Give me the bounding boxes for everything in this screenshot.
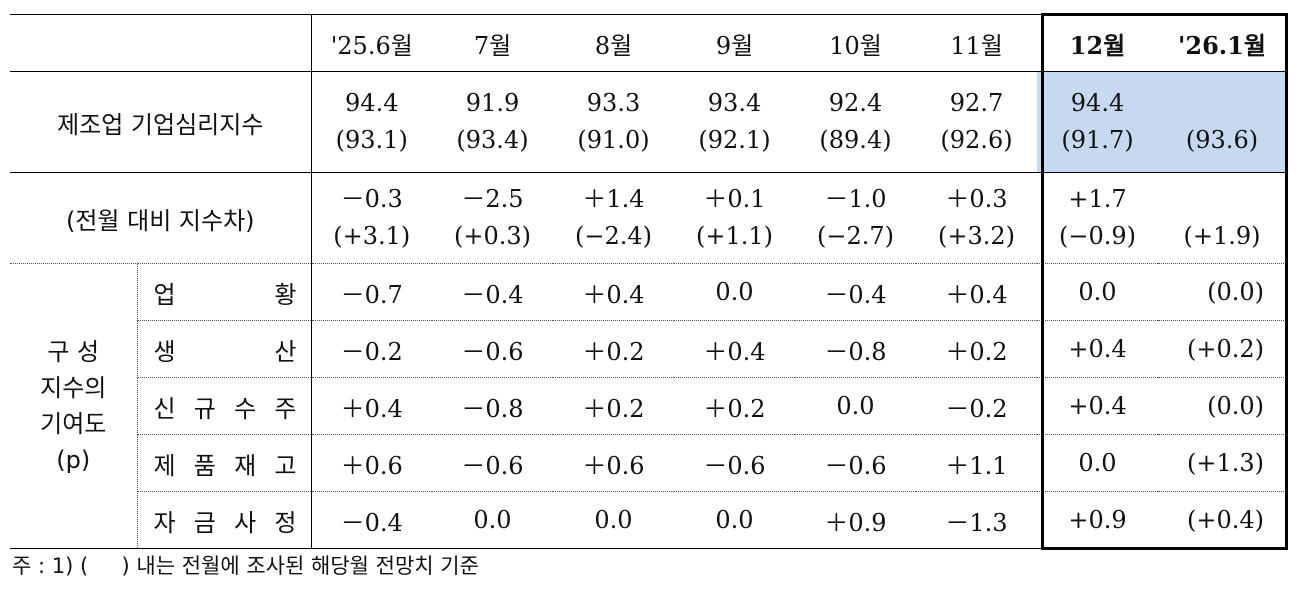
diff-cell: －1.0 (−2.7) bbox=[795, 172, 916, 264]
component-cell: －0.6 bbox=[674, 434, 795, 492]
component-cell: －0.4 bbox=[432, 263, 553, 321]
component-cell: 0.0 bbox=[1037, 434, 1158, 492]
header-oct: 10월 bbox=[795, 14, 916, 72]
bsi-table: '25.6월 7월 8월 9월 10월 11월 12월 '26.1월 제조업 기… bbox=[10, 14, 1286, 549]
diff-label: (전월 대비 지수차) bbox=[10, 172, 312, 264]
component-cell: ＋0.2 bbox=[916, 320, 1037, 378]
component-cell: －0.8 bbox=[795, 320, 916, 378]
component-cell: 0.0 bbox=[1037, 263, 1158, 321]
component-cell: ＋0.2 bbox=[553, 377, 674, 435]
diff-cell: －2.5 (+0.3) bbox=[432, 172, 553, 264]
component-cell: 0.0 bbox=[553, 491, 674, 549]
bsi-cell: 92.4 (89.4) bbox=[795, 71, 916, 173]
component-cell: ＋0.9 bbox=[795, 491, 916, 549]
bsi-cell: 94.4 (93.1) bbox=[311, 71, 432, 173]
diff-cell: +1.7 (−0.9) bbox=[1037, 172, 1158, 264]
header-nov: 11월 bbox=[916, 14, 1037, 72]
bsi-cell: 92.7 (92.6) bbox=[916, 71, 1037, 173]
component-cell: －1.3 bbox=[916, 491, 1037, 549]
diff-cell: －0.3 (+3.1) bbox=[311, 172, 432, 264]
component-cell: 0.0 bbox=[432, 491, 553, 549]
component-cell: ＋1.1 bbox=[916, 434, 1037, 492]
component-cell: ＋0.6 bbox=[311, 434, 432, 492]
header-sep: 9월 bbox=[674, 14, 795, 72]
diff-row: (전월 대비 지수차) －0.3 (+3.1) －2.5 (+0.3) ＋1.4 (−… bbox=[10, 172, 1286, 264]
header-jan26: '26.1월 bbox=[1158, 14, 1286, 72]
component-cell: ＋0.4 bbox=[674, 320, 795, 378]
header-dec: 12월 bbox=[1037, 14, 1158, 72]
component-cell: ＋0.4 bbox=[916, 263, 1037, 321]
diff-cell: ＋0.1 (+1.1) bbox=[674, 172, 795, 264]
component-cell: ＋0.2 bbox=[674, 377, 795, 435]
bsi-cell: 93.3 (91.0) bbox=[553, 71, 674, 173]
component-cell: －0.4 bbox=[795, 263, 916, 321]
component-cell: －0.2 bbox=[916, 377, 1037, 435]
header-aug: 8월 bbox=[553, 14, 674, 72]
bsi-cell: 93.4 (92.1) bbox=[674, 71, 795, 173]
bsi-index-row: 제조업 기업심리지수 94.4 (93.1) 91.9 (93.4) 93.3 (91… bbox=[10, 71, 1286, 173]
component-cell: ＋0.4 bbox=[311, 377, 432, 435]
header-jun25: '25.6월 bbox=[311, 14, 432, 72]
bsi-cell-highlight: (93.6) bbox=[1158, 71, 1286, 173]
bsi-cell-highlight: 94.4 (91.7) bbox=[1037, 71, 1158, 173]
component-cell: －0.6 bbox=[432, 320, 553, 378]
component-cell: －0.2 bbox=[311, 320, 432, 378]
component-cell: (0.0) bbox=[1158, 263, 1286, 321]
component-cell: ＋0.4 bbox=[553, 263, 674, 321]
component-cell: －0.8 bbox=[432, 377, 553, 435]
component-cell: 0.0 bbox=[674, 491, 795, 549]
component-cell: (+0.2) bbox=[1158, 320, 1286, 378]
diff-cell: ＋0.3 (+3.2) bbox=[916, 172, 1037, 264]
component-cell: －0.6 bbox=[795, 434, 916, 492]
corner-cell bbox=[10, 14, 312, 72]
diff-cell: (+1.9) bbox=[1158, 172, 1286, 264]
bsi-index-label: 제조업 기업심리지수 bbox=[10, 71, 312, 173]
component-cell: 0.0 bbox=[674, 263, 795, 321]
bsi-cell: 91.9 (93.4) bbox=[432, 71, 553, 173]
component-cell: －0.4 bbox=[311, 491, 432, 549]
component-cell: +0.4 bbox=[1037, 377, 1158, 435]
component-cell: －0.6 bbox=[432, 434, 553, 492]
component-cell: 0.0 bbox=[795, 377, 916, 435]
component-cell: (0.0) bbox=[1158, 377, 1286, 435]
diff-cell: ＋1.4 (−2.4) bbox=[553, 172, 674, 264]
component-cell: (+1.3) bbox=[1158, 434, 1286, 492]
component-cell: ＋0.2 bbox=[553, 320, 674, 378]
component-cell: (+0.4) bbox=[1158, 491, 1286, 549]
component-group-label: 구 성 지수의 기여도 (p) bbox=[10, 263, 138, 549]
component-cell: ＋0.6 bbox=[553, 434, 674, 492]
header-jul: 7월 bbox=[432, 14, 553, 72]
component-cell: －0.7 bbox=[311, 263, 432, 321]
component-cell: +0.9 bbox=[1037, 491, 1158, 549]
header-row: '25.6월 7월 8월 9월 10월 11월 12월 '26.1월 bbox=[10, 14, 1286, 72]
footnote: 주 : 1) ( ) 내는 전월에 조사된 해당월 전망치 기준 bbox=[12, 554, 479, 578]
component-cell: +0.4 bbox=[1037, 320, 1158, 378]
